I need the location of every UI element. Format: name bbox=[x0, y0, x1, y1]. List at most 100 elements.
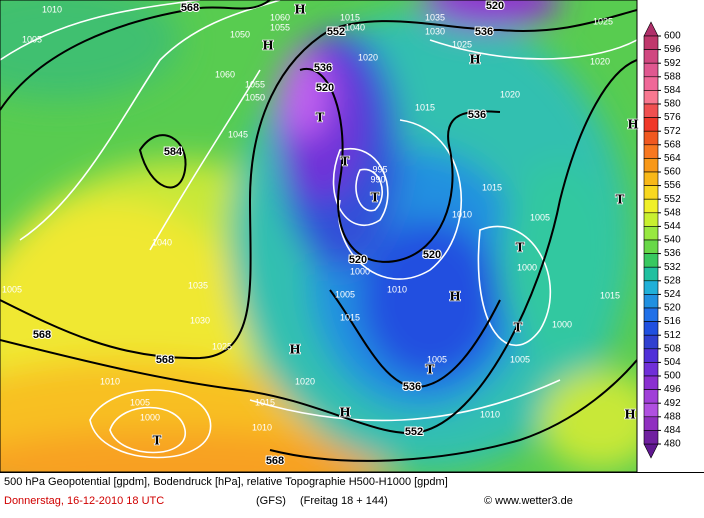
caption-date: Donnerstag, 16-12-2010 18 UTC bbox=[4, 495, 164, 507]
pressure-center: H bbox=[262, 39, 273, 53]
colorbar-segment bbox=[643, 294, 659, 309]
colorbar-tick-label: 500 bbox=[664, 371, 681, 382]
isobar-label: 1035 bbox=[425, 12, 445, 22]
colorbar-tick-label: 568 bbox=[664, 139, 681, 150]
colorbar-segment bbox=[643, 35, 659, 50]
isobar-label: 990 bbox=[370, 174, 385, 184]
isobar-label: 1015 bbox=[255, 397, 275, 407]
colorbar-tick-label: 572 bbox=[664, 126, 681, 137]
isobar-label: 1010 bbox=[480, 409, 500, 419]
isobar-label: 1015 bbox=[600, 290, 620, 300]
isobar-label: 1020 bbox=[500, 89, 520, 99]
geopotential-label: 568 bbox=[266, 455, 284, 467]
colorbar-tick-label: 504 bbox=[664, 357, 681, 368]
caption-model: (GFS) bbox=[256, 495, 286, 507]
isobar-label: 1010 bbox=[252, 422, 272, 432]
colorbar-segment bbox=[643, 402, 659, 418]
isobar-label: 1060 bbox=[215, 69, 235, 79]
isobar-label: 1015 bbox=[482, 182, 502, 192]
colorbar-tick-label: 520 bbox=[664, 303, 681, 314]
caption-run: (Freitag 18 + 144) bbox=[300, 495, 388, 507]
colorbar-segment bbox=[643, 266, 659, 282]
geopotential-label: 536 bbox=[475, 26, 493, 38]
geopotential-label: 520 bbox=[423, 249, 441, 261]
isobar-label: 1050 bbox=[230, 29, 250, 39]
colorbar-tick-label: 528 bbox=[664, 275, 681, 286]
isobar-label: 1000 bbox=[552, 319, 572, 329]
isobar-label: 1010 bbox=[42, 4, 62, 14]
isobar-label: 1060 bbox=[270, 12, 290, 22]
isobar-label: 1005 bbox=[130, 397, 150, 407]
isobar-label: 1010 bbox=[100, 376, 120, 386]
colorbar-segment bbox=[643, 307, 659, 322]
colorbar-segment bbox=[643, 185, 659, 200]
colorbar-segment bbox=[643, 212, 659, 227]
colorbar-tick-label: 588 bbox=[664, 71, 681, 82]
geopotential-label: 536 bbox=[314, 62, 332, 74]
isobar-label: 1040 bbox=[345, 22, 365, 32]
colorbar-tick-label: 556 bbox=[664, 180, 681, 191]
isobar-label: 1025 bbox=[593, 16, 613, 26]
isobar-label: 1005 bbox=[2, 284, 22, 294]
geopotential-lines bbox=[0, 0, 637, 462]
colorbar-segment bbox=[643, 253, 659, 268]
colorbar-tick-label: 508 bbox=[664, 343, 681, 354]
pressure-center: T bbox=[426, 363, 435, 377]
pressure-center: T bbox=[341, 155, 350, 169]
geopotential-label: 584 bbox=[164, 146, 183, 158]
colorbar-segment bbox=[643, 90, 659, 105]
colorbar-tick-label: 488 bbox=[664, 411, 681, 422]
isobar-label: 1000 bbox=[140, 412, 160, 422]
isobar-label: 1005 bbox=[427, 354, 447, 364]
isobar-label: 1030 bbox=[425, 26, 445, 36]
map-area bbox=[0, 0, 637, 472]
isobar-label: 1025 bbox=[452, 39, 472, 49]
colorbar-tick-label: 600 bbox=[664, 31, 681, 42]
colorbar-segment bbox=[643, 49, 659, 64]
colorbar-tick-label: 560 bbox=[664, 167, 681, 178]
isobar-label: 1020 bbox=[295, 376, 315, 386]
isobar-label: 1015 bbox=[340, 12, 360, 22]
pressure-center: T bbox=[616, 193, 625, 207]
isobar-label: 1020 bbox=[590, 56, 610, 66]
isobar-label: 1020 bbox=[358, 52, 378, 62]
colorbar-segment bbox=[643, 430, 659, 445]
isobar-label: 1005 bbox=[22, 34, 42, 44]
isobar-label: 1055 bbox=[270, 22, 290, 32]
geopotential-label: 552 bbox=[405, 426, 423, 438]
isobar-label: 1035 bbox=[188, 280, 208, 290]
geopotential-label: 536 bbox=[468, 109, 486, 121]
isobar-label: 1015 bbox=[340, 312, 360, 322]
colorbar-tick-label: 532 bbox=[664, 262, 681, 273]
field-shading bbox=[0, 0, 637, 472]
colorbar-tick-label: 480 bbox=[664, 439, 681, 450]
colorbar-segment bbox=[643, 144, 659, 159]
geopotential-label: 520 bbox=[349, 254, 367, 266]
colorbar-tick-label: 492 bbox=[664, 398, 681, 409]
isobar-label: 1025 bbox=[212, 341, 232, 351]
colorbar-segment bbox=[643, 198, 659, 214]
isobar-label: 1005 bbox=[510, 354, 530, 364]
colorbar-segment bbox=[643, 348, 659, 363]
isobar-label: 995 bbox=[372, 164, 387, 174]
pressure-center: H bbox=[339, 406, 350, 420]
geopotential-label: 568 bbox=[156, 354, 174, 366]
pressure-center: T bbox=[516, 241, 525, 255]
colorbar-tick-label: 484 bbox=[664, 425, 681, 436]
colorbar-tick-label: 496 bbox=[664, 384, 681, 395]
pressure-center: H bbox=[469, 53, 480, 67]
geopotential-label: 536 bbox=[403, 381, 421, 393]
pressure-center: H bbox=[627, 118, 638, 132]
colorbar-tick-label: 592 bbox=[664, 58, 681, 69]
isobar-label: 1055 bbox=[245, 79, 265, 89]
colorbar-tick-label: 552 bbox=[664, 194, 681, 205]
colorbar-segment bbox=[643, 239, 659, 254]
isobar-label: 1010 bbox=[387, 284, 407, 294]
colorbar-tick-label: 540 bbox=[664, 235, 681, 246]
colorbar-segment bbox=[643, 158, 659, 173]
pressure-center: H bbox=[294, 3, 305, 17]
colorbar-segment bbox=[643, 62, 659, 78]
isobar-label: 1010 bbox=[452, 209, 472, 219]
colorbar-segment bbox=[643, 280, 659, 295]
